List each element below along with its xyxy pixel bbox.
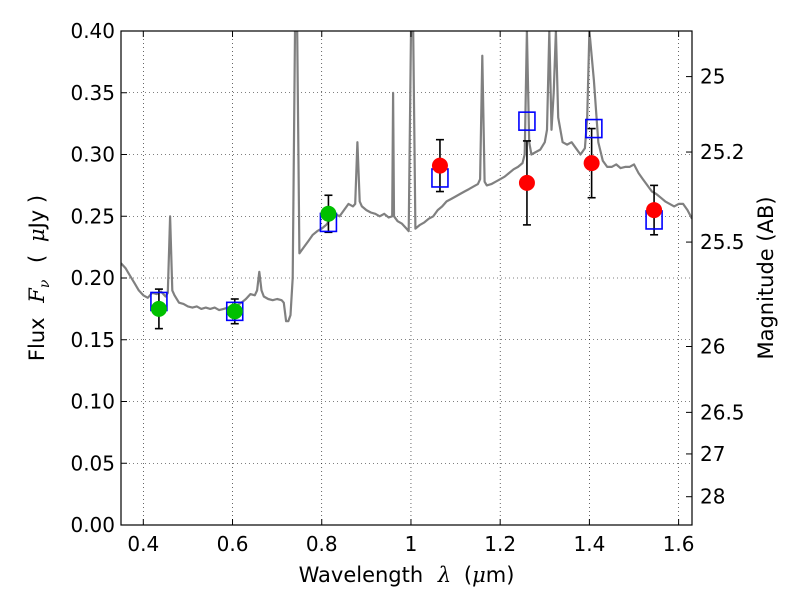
y-tick-label: 0.05 bbox=[70, 451, 115, 475]
y-axis-title-text: Flux bbox=[25, 317, 49, 361]
mag-tick-label: 27 bbox=[700, 442, 725, 466]
y-axis-title-mu: μ bbox=[25, 228, 49, 242]
y-tick-label: 0.30 bbox=[70, 143, 115, 167]
x-tick-label: 1.4 bbox=[573, 532, 605, 556]
y-axis-title-subscript: ν bbox=[37, 279, 53, 288]
y-tick-label: 0.25 bbox=[70, 204, 115, 228]
mag-tick-label: 25 bbox=[700, 65, 725, 89]
x-tick-label: 0.8 bbox=[306, 532, 338, 556]
mag-tick-label: 25.5 bbox=[700, 230, 745, 254]
mag-tick-label: 26.5 bbox=[700, 400, 745, 424]
ticks: 0.4 0.6 0.8 1 1.2 1.4 1.6 0.00 0.05 0.10 0.15 0.20 0… bbox=[70, 19, 744, 556]
y-axis-title: Flux Fν ( μJy ) bbox=[25, 195, 54, 361]
x-axis-title-open: ( bbox=[464, 563, 472, 587]
observed-point-red bbox=[518, 174, 535, 191]
observed-point-green bbox=[320, 205, 337, 222]
plot-frame bbox=[120, 30, 693, 526]
x-tick-label: 0.4 bbox=[127, 532, 159, 556]
x-tick-label: 0.6 bbox=[217, 532, 249, 556]
y-axis-title-symbol: F bbox=[25, 287, 49, 304]
x-tick-label: 1.2 bbox=[484, 532, 516, 556]
observed-point-green bbox=[226, 303, 243, 320]
x-axis-title-mu: μ bbox=[472, 563, 486, 587]
observed-point-red bbox=[646, 202, 663, 219]
y-tick-label: 0.35 bbox=[70, 81, 115, 105]
mag-tick-label: 26 bbox=[700, 334, 725, 358]
y-tick-label: 0.10 bbox=[70, 390, 115, 414]
x-axis-title-text: Wavelength bbox=[299, 563, 424, 587]
x-axis-title-unit: m) bbox=[486, 563, 515, 587]
x-tick-label: 1 bbox=[405, 532, 418, 556]
y-tick-label: 0.15 bbox=[70, 328, 115, 352]
mag-tick-label: 28 bbox=[700, 485, 725, 509]
observed-point-red bbox=[583, 155, 600, 172]
x-tick-label: 1.6 bbox=[663, 532, 695, 556]
y-tick-label: 0.20 bbox=[70, 266, 115, 290]
x-axis-title-symbol: λ bbox=[437, 563, 451, 587]
spectrum-line bbox=[121, 31, 692, 323]
observed-point-green bbox=[150, 300, 167, 317]
y-tick-label: 0.40 bbox=[70, 19, 115, 43]
y-axis-title-open: ( bbox=[25, 255, 49, 263]
y-tick-label: 0.00 bbox=[70, 513, 115, 537]
x-axis-title: Wavelength λ (μm) bbox=[299, 563, 515, 587]
spectrum bbox=[121, 31, 692, 323]
model-square bbox=[585, 118, 603, 139]
mag-tick-label: 25.2 bbox=[700, 140, 745, 164]
markers bbox=[150, 111, 663, 330]
observed-point-red bbox=[431, 157, 448, 174]
grid bbox=[121, 30, 692, 526]
y-axis-title-unit: Jy ) bbox=[25, 195, 49, 231]
right-axis-title: Magnitude (AB) bbox=[754, 196, 778, 359]
model-square bbox=[518, 111, 536, 131]
